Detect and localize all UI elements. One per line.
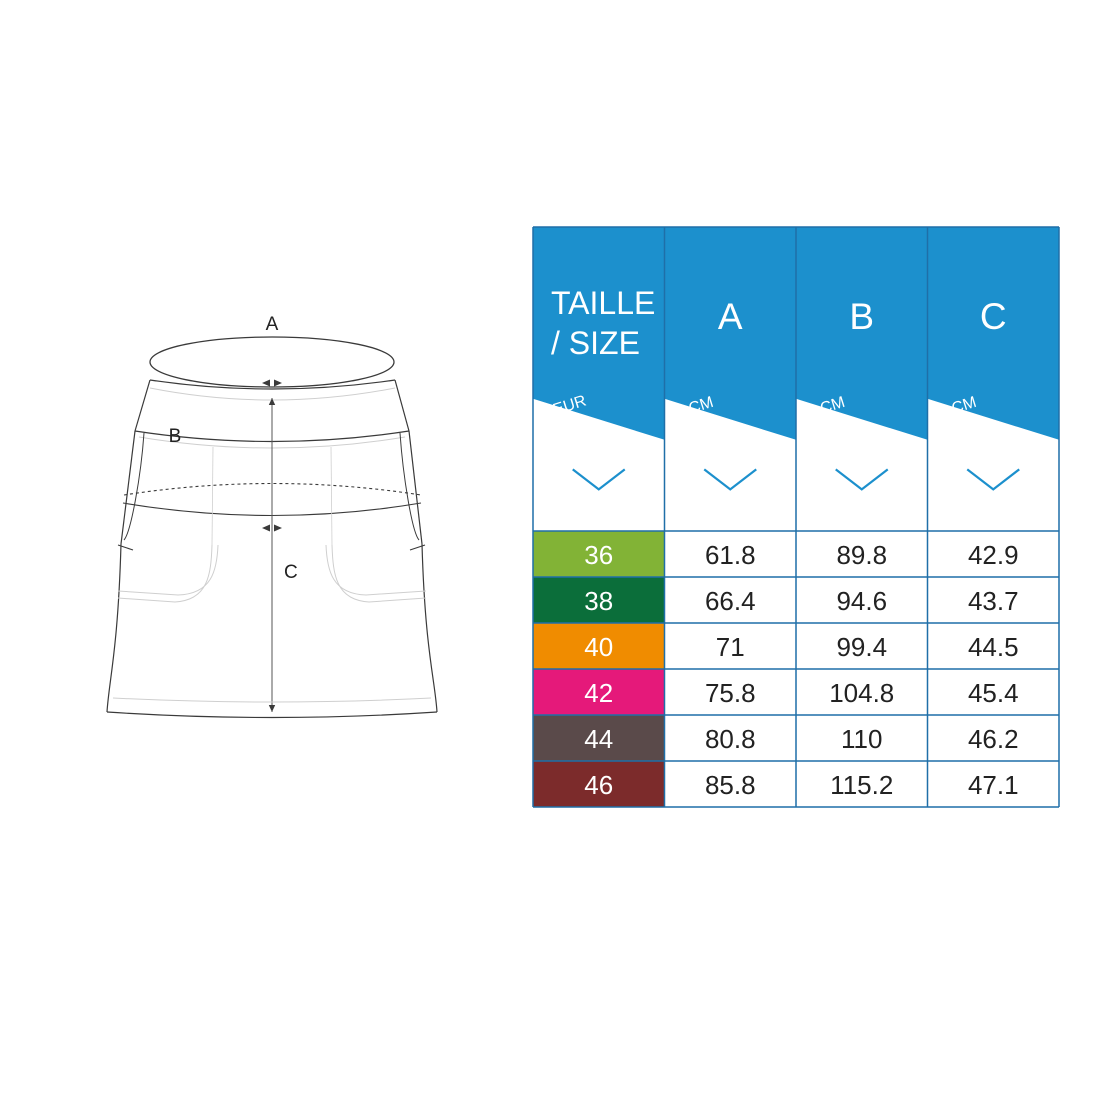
svg-text:43.7: 43.7 [968, 586, 1019, 616]
svg-text:47.1: 47.1 [968, 770, 1019, 800]
svg-text:36: 36 [584, 540, 613, 570]
svg-text:71: 71 [716, 632, 745, 662]
svg-text:85.8: 85.8 [705, 770, 756, 800]
svg-text:110: 110 [841, 724, 882, 754]
svg-text:104.8: 104.8 [829, 678, 894, 708]
svg-text:46.2: 46.2 [968, 724, 1019, 754]
svg-text:42.9: 42.9 [968, 540, 1019, 570]
svg-text:94.6: 94.6 [836, 586, 887, 616]
svg-text:TAILLE: TAILLE [551, 285, 655, 321]
svg-text:B: B [849, 296, 874, 337]
svg-text:44: 44 [584, 724, 613, 754]
svg-text:A: A [718, 296, 743, 337]
svg-text:99.4: 99.4 [836, 632, 887, 662]
svg-text:38: 38 [584, 586, 613, 616]
svg-text:61.8: 61.8 [705, 540, 756, 570]
svg-text:/ SIZE: / SIZE [551, 325, 640, 361]
svg-text:44.5: 44.5 [968, 632, 1019, 662]
svg-text:75.8: 75.8 [705, 678, 756, 708]
svg-text:42: 42 [584, 678, 613, 708]
svg-text:45.4: 45.4 [968, 678, 1019, 708]
svg-text:C: C [980, 296, 1007, 337]
svg-text:66.4: 66.4 [705, 586, 756, 616]
svg-text:40: 40 [584, 632, 613, 662]
svg-text:89.8: 89.8 [836, 540, 887, 570]
svg-text:80.8: 80.8 [705, 724, 756, 754]
svg-text:46: 46 [584, 770, 613, 800]
svg-text:115.2: 115.2 [830, 770, 893, 800]
